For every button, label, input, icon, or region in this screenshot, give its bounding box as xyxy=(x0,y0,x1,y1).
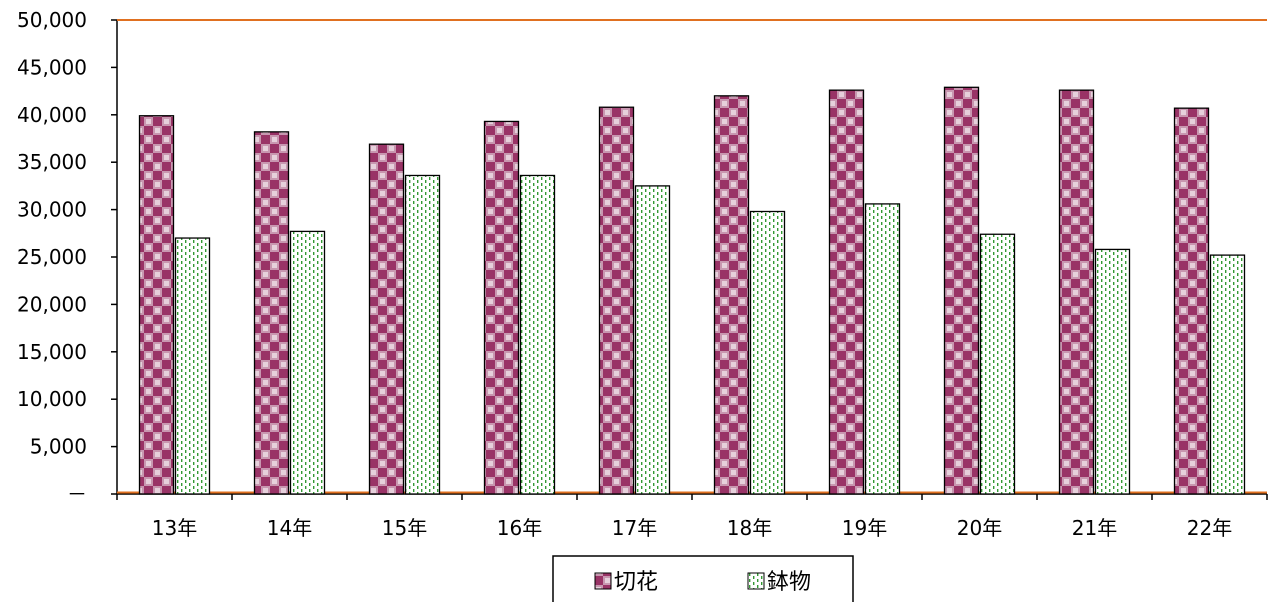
y-tick-label: － xyxy=(67,482,87,506)
bar-series-1 xyxy=(483,120,520,495)
y-tick-label: 50,000 xyxy=(17,8,87,32)
x-tick-label: 21年 xyxy=(1072,516,1117,540)
y-tick-label: 30,000 xyxy=(17,198,87,222)
bar-series-1 xyxy=(1173,107,1210,495)
x-tick-label: 15年 xyxy=(382,516,427,540)
gridline-layer xyxy=(117,19,1267,494)
x-tick-label: 13年 xyxy=(152,516,197,540)
y-tick-label: 20,000 xyxy=(17,292,87,316)
bar-series-2 xyxy=(404,174,441,495)
bar-series-2 xyxy=(519,174,556,495)
bar-series-2 xyxy=(289,230,326,495)
x-tick-label: 18年 xyxy=(727,516,772,540)
bar-series-2 xyxy=(749,210,786,495)
bar-layer xyxy=(138,86,1246,495)
bar-series-1 xyxy=(368,143,405,495)
bar-series-1 xyxy=(138,115,175,495)
bar-series-1 xyxy=(253,131,290,495)
label-layer: 50,000 45,000 40,000 35,000 30,000 25,000 20,0… xyxy=(17,8,1232,540)
x-tick-label: 20年 xyxy=(957,516,1002,540)
bar-series-2 xyxy=(174,237,211,495)
y-tick-label: 25,000 xyxy=(17,245,87,269)
bar-series-2 xyxy=(979,233,1016,495)
y-tick-label: 45,000 xyxy=(17,55,87,79)
x-tick-label: 14年 xyxy=(267,516,312,540)
legend: 切花 鉢物 xyxy=(552,555,854,602)
y-tick-label: 15,000 xyxy=(17,340,87,364)
bar-series-1 xyxy=(713,95,750,495)
x-tick-label: 22年 xyxy=(1187,516,1232,540)
bar-series-2 xyxy=(1094,248,1131,495)
y-tick-label: 5,000 xyxy=(30,435,87,459)
bar-series-1 xyxy=(598,106,635,495)
legend-swatch-series-1 xyxy=(594,572,612,590)
bar-series-2 xyxy=(634,185,671,495)
x-tick-label: 17年 xyxy=(612,516,657,540)
y-tick-label: 35,000 xyxy=(17,150,87,174)
x-tick-label: 19年 xyxy=(842,516,887,540)
y-tick-label: 40,000 xyxy=(17,103,87,127)
bar-series-2 xyxy=(864,203,901,495)
bar-series-1 xyxy=(943,86,980,495)
legend-label-series-1: 切花 xyxy=(614,570,658,595)
bar-series-1 xyxy=(1058,89,1095,495)
x-tick-label: 16年 xyxy=(497,516,542,540)
y-tick-label: 10,000 xyxy=(17,387,87,411)
legend-label-series-2: 鉢物 xyxy=(767,570,811,595)
bar-series-2 xyxy=(1209,254,1246,495)
bar-series-1 xyxy=(828,89,865,495)
legend-swatch-series-2 xyxy=(747,572,765,590)
